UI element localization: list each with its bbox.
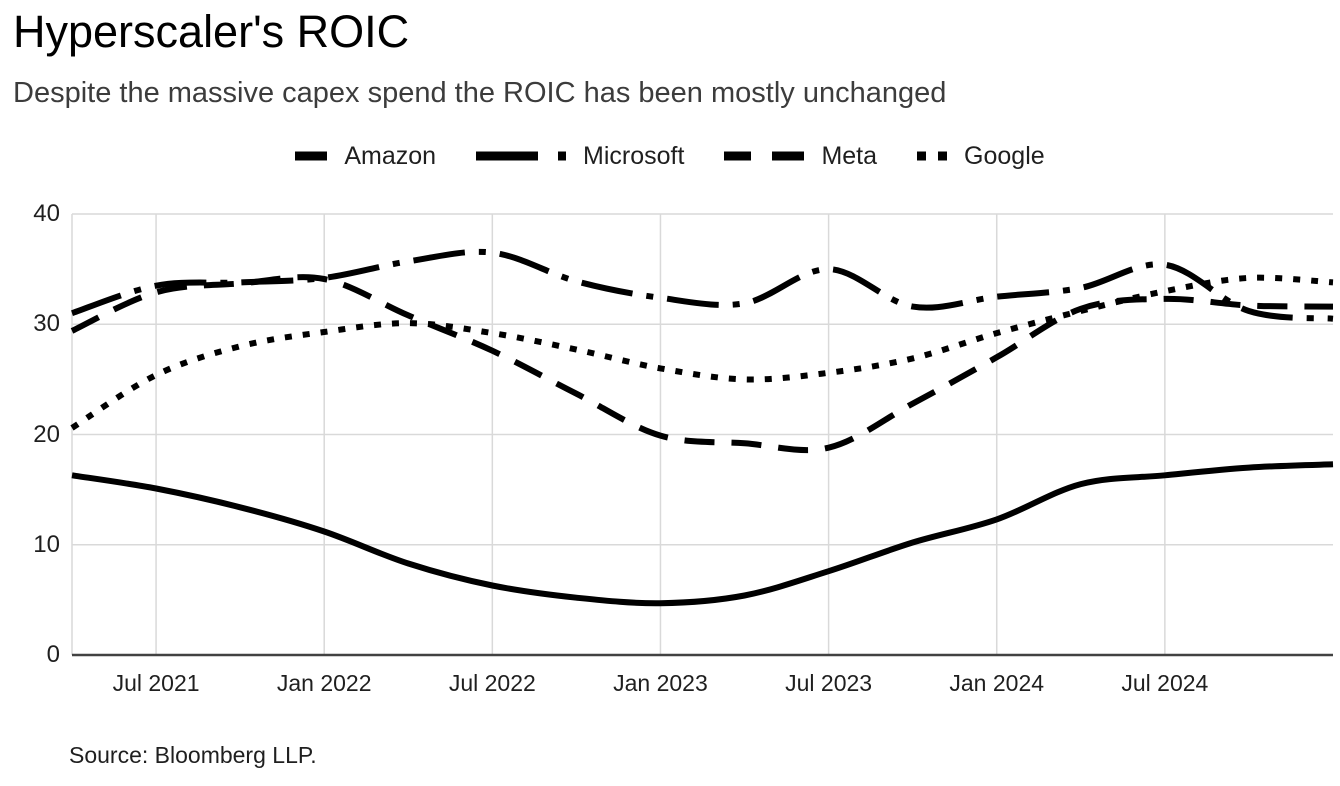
legend-item-microsoft: Microsoft xyxy=(476,142,684,171)
legend-item-google: Google xyxy=(917,142,1045,171)
x-tick-label: Jul 2022 xyxy=(448,670,536,696)
legend-swatch-amazon xyxy=(295,151,328,161)
y-tick-label: 10 xyxy=(33,530,60,558)
x-tick-label: Jul 2023 xyxy=(785,670,873,696)
chart-subtitle: Despite the massive capex spend the ROIC… xyxy=(13,77,947,109)
x-tick-label: Jan 2022 xyxy=(276,670,372,696)
x-tick-label: Jul 2021 xyxy=(112,670,200,696)
y-tick-label: 30 xyxy=(33,310,60,338)
legend-swatch-microsoft xyxy=(476,151,567,161)
legend-swatch-meta xyxy=(724,151,805,161)
legend-item-amazon: Amazon xyxy=(295,142,436,171)
y-tick-label: 0 xyxy=(46,641,60,668)
chart-title: Hyperscaler's ROIC xyxy=(13,6,410,57)
x-tick-label: Jul 2024 xyxy=(1121,670,1209,696)
x-tick-label: Jan 2024 xyxy=(949,670,1045,696)
legend-swatch-google xyxy=(917,151,948,161)
legend-label-meta: Meta xyxy=(821,141,878,170)
y-tick-label: 40 xyxy=(33,200,60,227)
meta-line xyxy=(70,274,1334,454)
x-tick-label: Jan 2023 xyxy=(613,670,708,696)
legend: Amazon Microsoft Meta Google xyxy=(0,139,1340,173)
legend-label-microsoft: Microsoft xyxy=(583,141,685,170)
amazon-line xyxy=(71,461,1334,607)
legend-item-meta: Meta xyxy=(724,142,877,171)
y-tick-label: 20 xyxy=(33,420,60,448)
legend-label-google: Google xyxy=(964,141,1045,170)
legend-label-amazon: Amazon xyxy=(344,141,437,170)
source-note: Source: Bloomberg LLP. xyxy=(69,742,317,768)
microsoft-line xyxy=(71,248,1334,322)
